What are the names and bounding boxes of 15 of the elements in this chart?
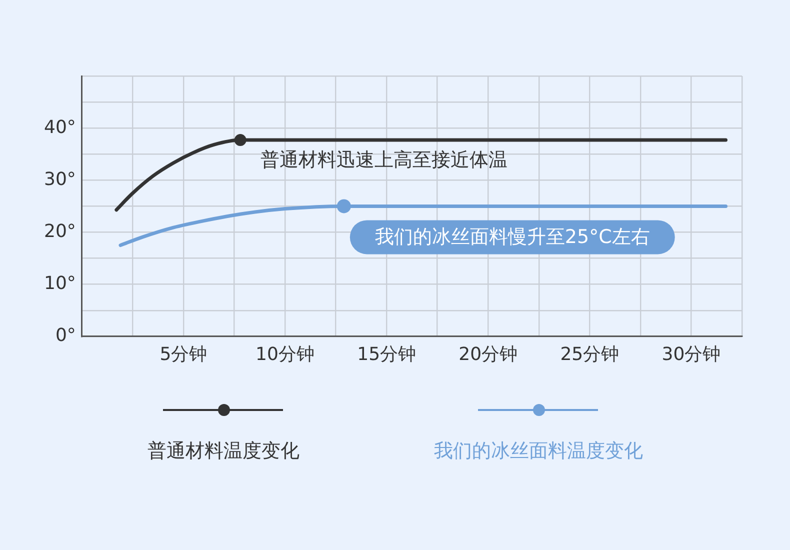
annotation: 普通材料迅速上高至接近体温 xyxy=(260,148,508,171)
y-tick-label: 10° xyxy=(44,272,76,294)
y-tick-label: 0° xyxy=(55,325,76,346)
x-tick-label: 25分钟 xyxy=(560,344,620,365)
annotation: 我们的冰丝面料慢升至25°C左右 xyxy=(374,226,650,248)
x-tick-label: 5分钟 xyxy=(160,344,208,365)
text: 普通材料温度变化 xyxy=(147,439,300,464)
x-tick-label: 30分钟 xyxy=(662,344,721,365)
y-tick-label: 30° xyxy=(44,168,76,190)
x-tick-label: 10分钟 xyxy=(256,344,314,365)
y-tick-label: 20° xyxy=(44,220,76,242)
x-tick-label: 20分钟 xyxy=(458,344,518,365)
y-tick-label: 40° xyxy=(44,116,76,138)
text: 我们的冰丝面料温度变化 xyxy=(434,439,643,464)
x-tick-label: 15分钟 xyxy=(357,344,416,365)
